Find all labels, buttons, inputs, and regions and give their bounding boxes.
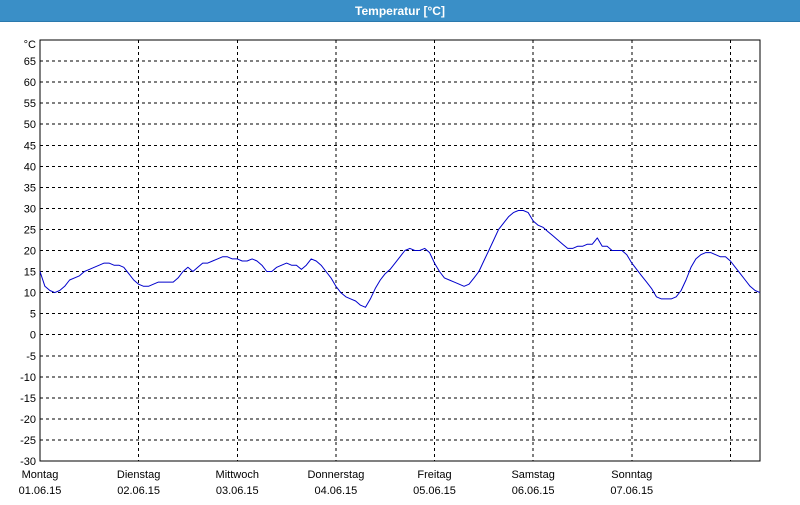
temperature-series-line bbox=[39, 210, 761, 308]
x-date-label: 07.06.15 bbox=[610, 485, 653, 497]
y-tick-label: -10 bbox=[20, 372, 36, 384]
y-tick-label: 45 bbox=[24, 140, 36, 152]
y-tick-label: -5 bbox=[26, 351, 36, 363]
y-tick-label: 40 bbox=[24, 161, 36, 173]
y-axis-unit: °C bbox=[24, 39, 36, 51]
x-day-label: Donnerstag bbox=[307, 469, 364, 481]
y-tick-label: 20 bbox=[24, 246, 36, 258]
x-date-label: 01.06.15 bbox=[19, 485, 62, 497]
y-tick-label: 50 bbox=[24, 119, 36, 131]
y-tick-label: -15 bbox=[20, 393, 36, 405]
y-tick-label: 10 bbox=[24, 288, 36, 300]
x-date-label: 02.06.15 bbox=[117, 485, 160, 497]
y-tick-label: 35 bbox=[24, 182, 36, 194]
x-day-label: Sonntag bbox=[611, 469, 652, 481]
y-tick-label: 60 bbox=[24, 77, 36, 89]
x-date-label: 04.06.15 bbox=[314, 485, 357, 497]
y-tick-label: -25 bbox=[20, 435, 36, 447]
y-tick-label: 25 bbox=[24, 224, 36, 236]
y-tick-label: 55 bbox=[24, 98, 36, 110]
x-day-label: Montag bbox=[22, 469, 59, 481]
y-tick-label: 15 bbox=[24, 267, 36, 279]
y-tick-label: 30 bbox=[24, 203, 36, 215]
x-date-label: 03.06.15 bbox=[216, 485, 259, 497]
x-day-label: Samstag bbox=[511, 469, 554, 481]
plot-area: 65 60 55 50 45 40 35 30 25 20 15 10 5 0 -5 -10 -15 -20 -25… bbox=[0, 22, 800, 500]
y-tick-label: -30 bbox=[20, 456, 36, 468]
x-date-label: 05.06.15 bbox=[413, 485, 456, 497]
y-tick-label: 65 bbox=[24, 56, 36, 68]
chart-title-bar: Temperatur [°C] bbox=[0, 0, 800, 22]
plot-frame bbox=[39, 39, 761, 462]
chart-title: Temperatur [°C] bbox=[355, 3, 445, 18]
y-tick-label: -20 bbox=[20, 414, 36, 426]
y-tick-label: 0 bbox=[30, 330, 36, 342]
x-day-label: Freitag bbox=[417, 469, 451, 481]
temperature-chart: 65605550454035302520151050-5-10-15-20-25… bbox=[19, 39, 761, 497]
y-tick-label: 5 bbox=[30, 309, 36, 321]
x-day-label: Dienstag bbox=[117, 469, 160, 481]
x-day-label: Mittwoch bbox=[216, 469, 259, 481]
x-date-label: 06.06.15 bbox=[512, 485, 555, 497]
